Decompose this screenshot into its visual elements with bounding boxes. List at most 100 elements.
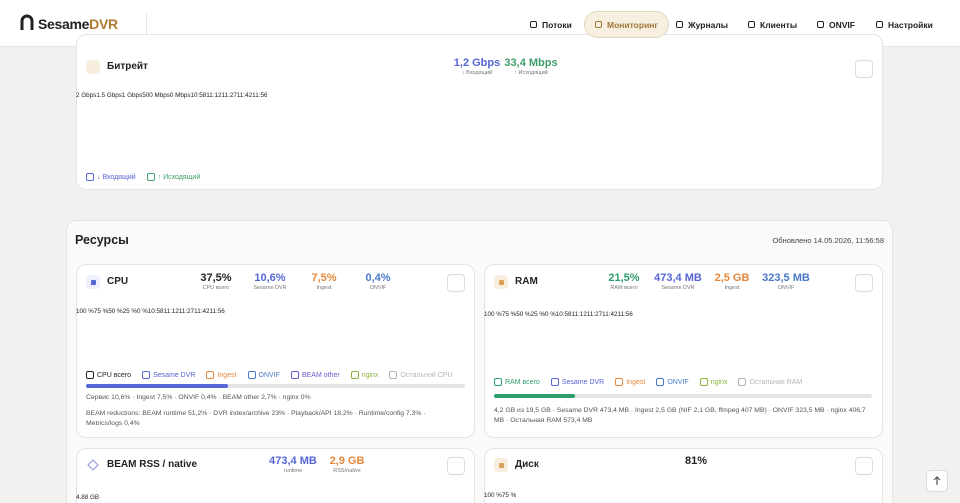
legend-item[interactable]: Ingest [206, 371, 237, 379]
legend-label: Остальная RAM [749, 378, 803, 386]
legend-label: ↓ Входящий [97, 173, 136, 181]
legend-item[interactable]: nginx [699, 378, 727, 386]
chart: 100 %75 %50 %25 %0 %10:5811:1211:2711:42… [76, 300, 225, 318]
stat-value: 10,6% [254, 272, 286, 284]
x-tick-label: 10:58 [147, 308, 164, 315]
stat: 0,4% ONVIF [351, 272, 405, 291]
nav-item[interactable]: ONVIF [807, 11, 865, 38]
stat-label: ↓ Входящий [461, 70, 493, 76]
bitrate-icon [86, 60, 100, 74]
stat-value: 473,4 MB [654, 272, 702, 284]
legend-item[interactable]: Ingest [615, 378, 645, 386]
stat-label: Ingest [316, 285, 332, 291]
y-tick-label: 1.5 Gbps [96, 92, 122, 99]
legend-item[interactable]: nginx [350, 371, 378, 379]
legend-item[interactable]: CPU всего [86, 371, 131, 379]
x-tick-label: 11:27 [178, 308, 195, 315]
x-tick-label: 10:58 [190, 92, 207, 99]
legend-item[interactable]: ONVIF [656, 378, 689, 386]
legend-checkbox [550, 378, 559, 386]
nav-item[interactable]: Настройки [866, 11, 943, 38]
nav-item[interactable]: Клиенты [738, 11, 807, 38]
stat-value: 7,5% [311, 272, 337, 284]
legend-item[interactable]: RAM всего [494, 378, 540, 386]
cpu-card [76, 264, 475, 438]
y-tick-label: 0 % [136, 308, 148, 315]
stat-value: 0,4% [365, 272, 391, 284]
x-tick-label: 11:12 [163, 308, 179, 315]
nav-icon [748, 21, 755, 28]
stat: 473,4 MB Sesame DVR [651, 272, 705, 291]
legend-item[interactable]: Остальной CPU [389, 371, 453, 379]
legend-label: BEAM other [301, 371, 340, 379]
nav-icon [876, 21, 883, 28]
card-icon-dot [498, 279, 504, 285]
y-tick-label: 0 Mbps [169, 92, 191, 99]
logo-main: Sesame [38, 16, 90, 32]
nav-label: Настройки [888, 19, 933, 30]
expand-button[interactable] [855, 60, 873, 78]
progress-bar [494, 394, 576, 398]
logo[interactable]: SesameDVR [38, 16, 118, 32]
card-icon-dot [90, 462, 96, 468]
legend-item[interactable]: ↓ Входящий [86, 173, 136, 181]
nav-icon [595, 21, 602, 28]
legend-label: Ingest [217, 371, 237, 379]
legend-item[interactable]: Sesame DVR [142, 371, 195, 379]
legend-item[interactable]: ONVIF [247, 371, 280, 379]
legend-checkbox [615, 378, 624, 386]
stat-value: 33,4 Mbps [504, 57, 558, 69]
stat-value: 21,5% [608, 272, 640, 284]
stat-value: 2,5 GB [714, 272, 750, 284]
nav-item[interactable]: Журналы [666, 11, 738, 38]
legend-item[interactable]: BEAM other [290, 371, 340, 379]
card-title: Диск [515, 459, 539, 470]
scroll-top-button[interactable] [926, 470, 948, 492]
legend-checkbox [699, 378, 708, 386]
legend-label: Ingest [626, 378, 646, 386]
logo-accent: DVR [89, 16, 118, 32]
expand-button[interactable] [855, 274, 873, 292]
stat: 2,5 GB Ingest [705, 272, 759, 291]
stats: 473,4 MB runtime 2,9 GB RSS/native [266, 455, 374, 474]
stats: 37,5% CPU всего 10,6% Sesame DVR 7,5% Ingest 0… [189, 272, 405, 291]
stat: 2,9 GB RSS/native [320, 455, 374, 474]
y-tick-label: 50 % [108, 308, 123, 315]
legend-checkbox [389, 371, 398, 379]
y-tick-label: 100 % [484, 311, 502, 318]
legend-checkbox [247, 371, 256, 379]
stat-label: ONVIF [369, 285, 387, 291]
y-tick-label: 50 % [516, 311, 531, 318]
card-title: BEAM RSS / native [107, 459, 198, 470]
expand-button[interactable] [855, 457, 873, 475]
stat-value: 2,9 GB [329, 455, 365, 467]
stat: 10,6% Sesame DVR [243, 272, 297, 291]
stats: 21,5% RAM всего 473,4 MB Sesame DVR 2,5 GB In… [597, 272, 813, 291]
updated-time: Обновлено 14.05.2026, 11:56:58 [772, 236, 884, 245]
nav-item[interactable]: Мониторинг [584, 11, 669, 38]
legend-checkbox [290, 371, 299, 379]
stat: 81% [669, 455, 723, 467]
stat: 323,5 MB ONVIF [759, 272, 813, 291]
ram-card [484, 264, 883, 438]
progress-bar [86, 384, 229, 388]
legend-checkbox [494, 378, 502, 386]
y-tick-label: 100 % [76, 308, 94, 315]
legend-item[interactable]: Sesame DVR [550, 378, 605, 386]
legend-checkbox [738, 378, 747, 386]
expand-button[interactable] [447, 274, 465, 292]
expand-button[interactable] [447, 457, 465, 475]
x-tick-label: 11:56 [617, 311, 633, 318]
y-tick-label: 75 % [501, 492, 517, 499]
legend-item[interactable]: Остальная RAM [738, 378, 802, 386]
legend-label: Sesame DVR [561, 378, 605, 386]
ram-details: 4,2 GB из 19,5 GB · Sesame DVR 473,4 MB … [494, 407, 866, 424]
stat: 1,2 Gbps ↓ Входящий [450, 57, 504, 76]
nav-item[interactable]: Потоки [520, 11, 582, 38]
disk-card [484, 448, 883, 503]
header-divider [146, 14, 147, 36]
legend: CPU всего Sesame DVR Ingest ONVIF BEAM other… [86, 371, 453, 379]
stat-value: 1,2 Gbps [453, 57, 501, 69]
legend-item[interactable]: ↑ Исходящий [146, 173, 200, 181]
legend-label: ONVIF [258, 371, 280, 379]
